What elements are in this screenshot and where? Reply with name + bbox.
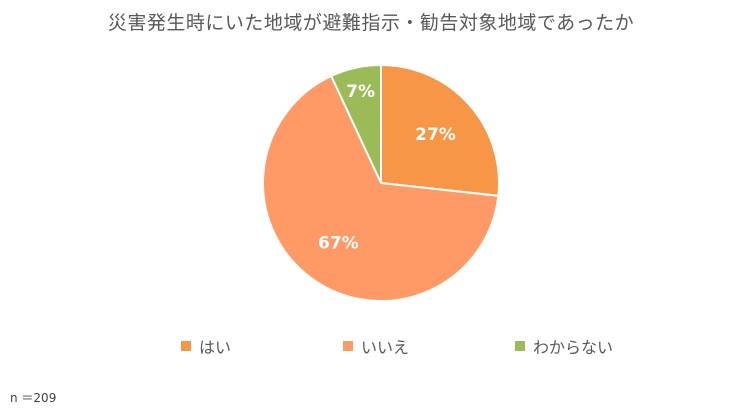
legend-item-unknown: わからない <box>515 334 613 358</box>
legend-item-yes: はい <box>181 334 231 358</box>
legend-swatch-unknown <box>515 341 525 351</box>
legend-swatch-no <box>343 341 353 351</box>
legend-label-no: いいえ <box>361 338 410 357</box>
legend: はい いいえ わからない <box>0 334 742 358</box>
data-label-unknown: 7% <box>346 82 375 102</box>
legend-label-unknown: わからない <box>533 338 614 357</box>
pie-slice-unknown <box>329 63 382 184</box>
pie-slice-no <box>262 74 500 302</box>
legend-label-yes: はい <box>199 338 232 357</box>
legend-swatch-yes <box>181 341 191 351</box>
sample-size-note: n ＝209 <box>10 391 57 405</box>
data-label-no: 67% <box>318 233 359 253</box>
pie-slice-yes <box>380 63 500 197</box>
chart-title: 災害発生時にいた地域が避難指示・勧告対象地域であったか <box>107 12 635 34</box>
legend-item-no: いいえ <box>343 334 409 358</box>
data-label-yes: 27% <box>415 125 456 145</box>
